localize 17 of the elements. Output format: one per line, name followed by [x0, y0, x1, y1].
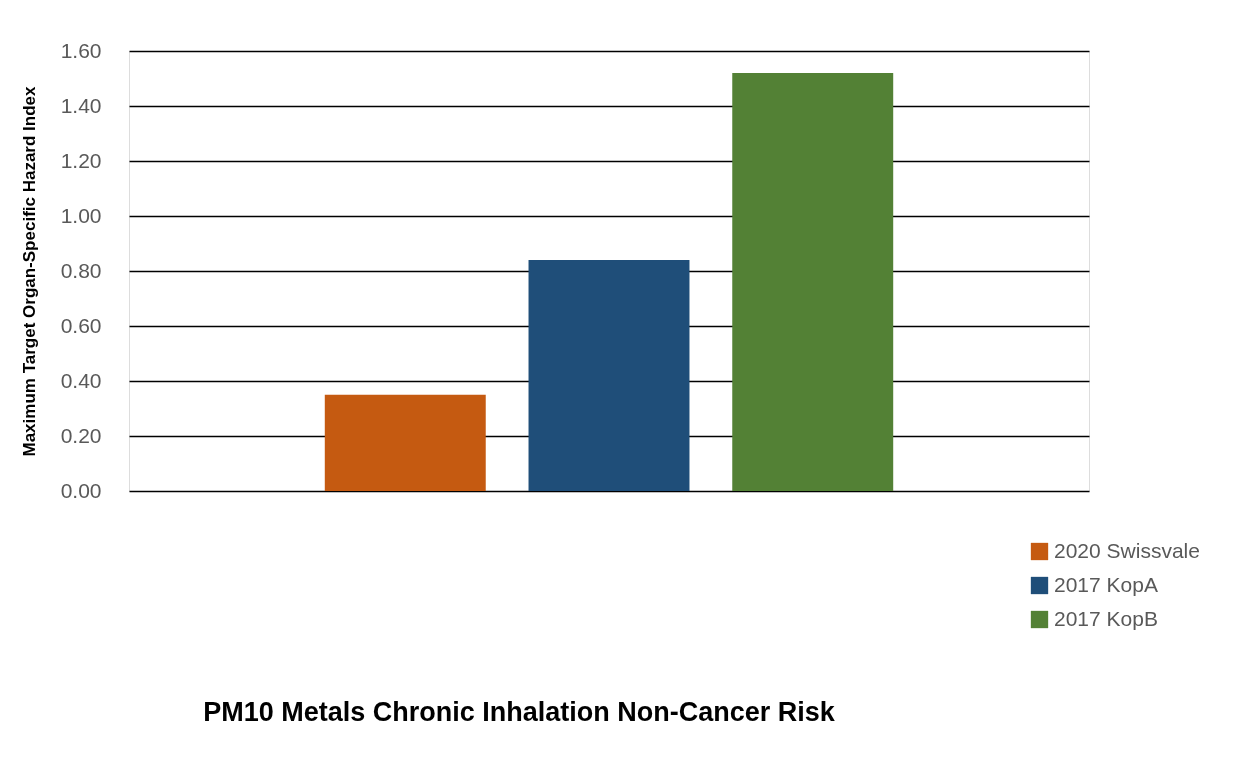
- bar: [528, 260, 690, 491]
- y-tick-label: 1.00: [60, 203, 102, 227]
- legend-label: 2017 KopA: [1054, 572, 1158, 596]
- y-tick-label: 1.40: [60, 93, 102, 117]
- y-tick-label: 0.60: [60, 313, 102, 337]
- bar: [732, 73, 894, 491]
- bar: [324, 394, 486, 491]
- y-tick-label: 0.20: [60, 423, 102, 447]
- y-tick-label: 1.60: [60, 38, 102, 62]
- legend-label: 2020 Swissvale: [1054, 538, 1200, 562]
- y-tick-label: 0.00: [60, 478, 102, 502]
- y-tick-label: 0.80: [60, 258, 102, 282]
- text: PM10 Metals Chronic Inhalation Non-Cancer Risk: [203, 697, 836, 727]
- y-tick-label: 0.40: [60, 368, 102, 392]
- legend-label: 2017 KopB: [1054, 606, 1158, 630]
- y-tick-label: 1.20: [60, 148, 102, 172]
- y-axis-title: Maximum Target Organ-Specific Hazard Index: [19, 85, 39, 457]
